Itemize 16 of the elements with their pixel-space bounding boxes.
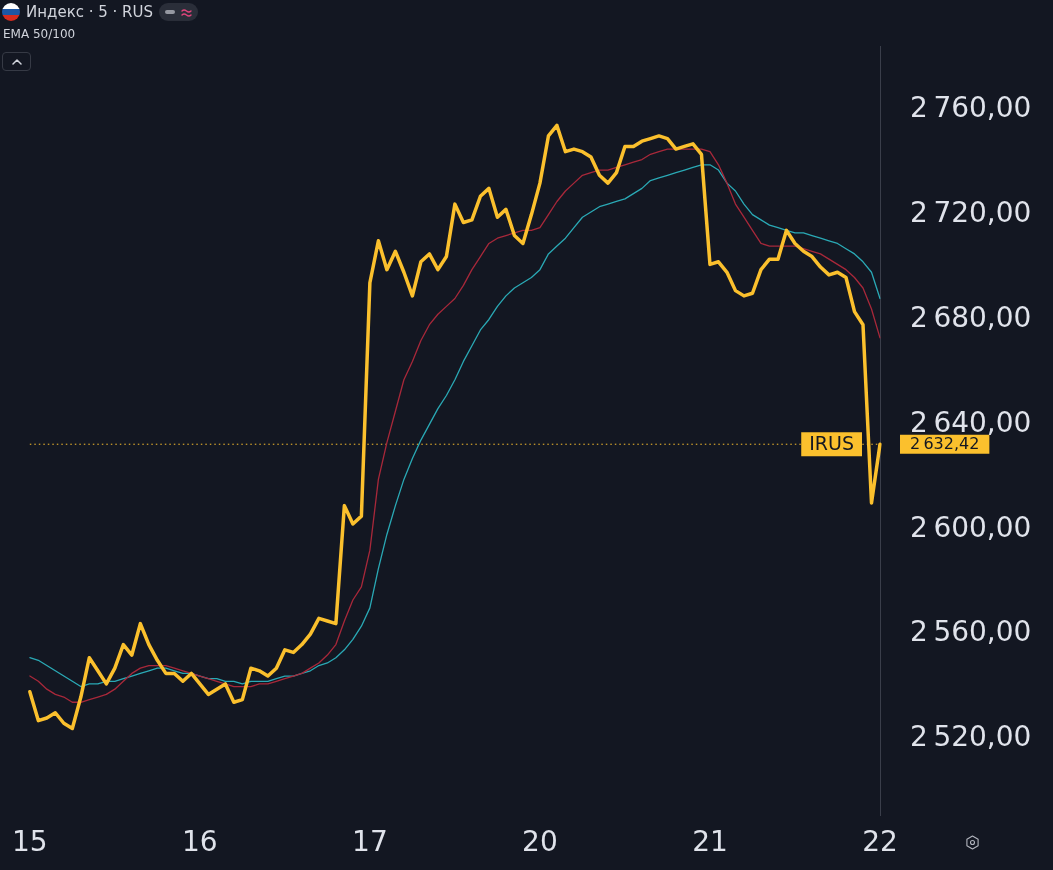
text: EMA 50/100 [3,26,76,42]
y-tick-label: 2 560,00 [910,615,1032,649]
y-tick-label: 2 520,00 [910,720,1032,754]
y-tick-label: 2 600,00 [910,510,1032,544]
y-tick-label: 2 720,00 [910,195,1032,229]
series-label: IRUS [809,432,855,455]
x-tick-label: 20 [522,825,558,859]
ref-line-label: 2 632,42 [910,434,980,454]
x-tick-label: 22 [862,825,898,859]
y-tick-label: 2 680,00 [910,300,1032,334]
x-tick-label: 15 [11,825,48,859]
x-tick-label: 17 [352,825,388,859]
chart-title: Индекс · 5 · RUS [26,2,154,22]
x-tick-label: 21 [692,825,728,859]
x-tick-label: 16 [182,825,218,859]
y-tick-label: 2 760,00 [910,91,1032,125]
